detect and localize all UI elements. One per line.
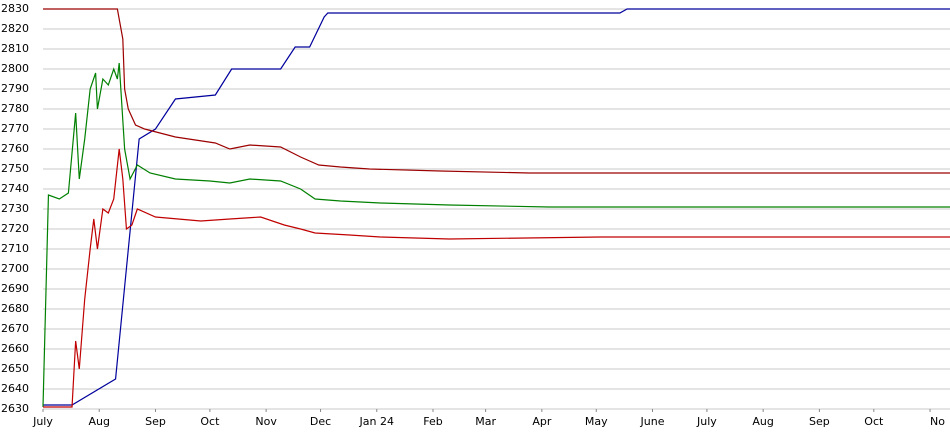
x-tick-label: Oct — [864, 415, 884, 428]
y-tick-label: 2710 — [1, 242, 29, 255]
x-tick-label: Apr — [532, 415, 552, 428]
y-tick-label: 2630 — [1, 402, 29, 415]
x-tick-label: Feb — [423, 415, 442, 428]
y-tick-label: 2690 — [1, 282, 29, 295]
y-tick-label: 2790 — [1, 82, 29, 95]
x-tick-label: July — [32, 415, 53, 428]
y-tick-label: 2660 — [1, 342, 29, 355]
y-tick-label: 2830 — [1, 2, 29, 15]
y-tick-label: 2670 — [1, 322, 29, 335]
x-tick-label: July — [696, 415, 717, 428]
x-tick-label: Dec — [310, 415, 331, 428]
y-tick-label: 2680 — [1, 302, 29, 315]
y-tick-label: 2700 — [1, 262, 29, 275]
series-line — [43, 8, 950, 406]
x-tick-label: Oct — [200, 415, 220, 428]
x-tick-label: Aug — [88, 415, 109, 428]
y-tick-label: 2720 — [1, 222, 29, 235]
y-tick-label: 2650 — [1, 362, 29, 375]
x-tick-label: June — [640, 415, 665, 428]
x-tick-label: Aug — [752, 415, 773, 428]
y-tick-label: 2640 — [1, 382, 29, 395]
x-tick-label: Nov — [255, 415, 277, 428]
series-line — [43, 8, 950, 174]
x-tick-label: Jan 24 — [359, 415, 394, 428]
y-tick-label: 2780 — [1, 102, 29, 115]
x-tick-label: No — [930, 415, 945, 428]
y-tick-label: 2810 — [1, 42, 29, 55]
x-tick-label: Sep — [809, 415, 830, 428]
x-tick-label: Sep — [145, 415, 166, 428]
series-line — [42, 62, 950, 408]
y-tick-label: 2730 — [1, 202, 29, 215]
y-tick-label: 2770 — [1, 122, 29, 135]
y-tick-label: 2750 — [1, 162, 29, 175]
y-tick-label: 2820 — [1, 22, 29, 35]
y-tick-label: 2760 — [1, 142, 29, 155]
x-tick-label: Mar — [475, 415, 496, 428]
y-tick-label: 2740 — [1, 182, 29, 195]
y-tick-label: 2800 — [1, 62, 29, 75]
series-line — [43, 148, 950, 408]
x-tick-label: May — [585, 415, 608, 428]
